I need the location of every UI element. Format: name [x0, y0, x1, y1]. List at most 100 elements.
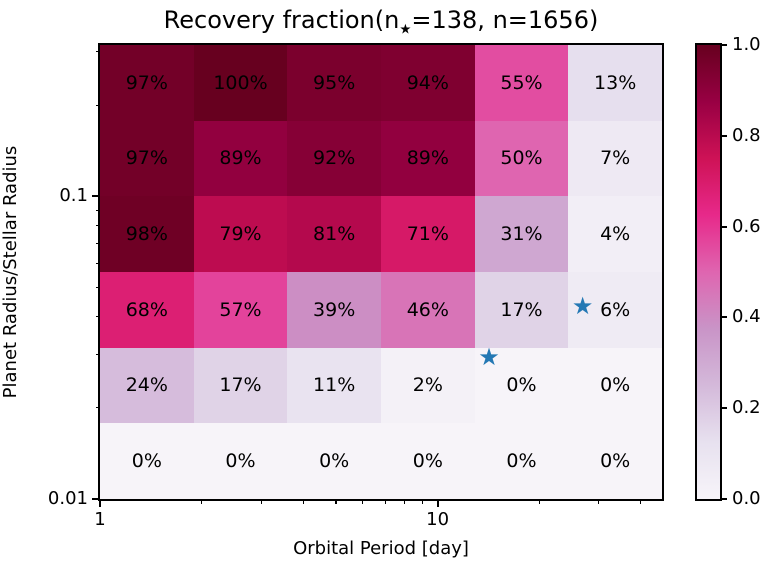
x-minor-tick [421, 499, 423, 504]
cell-value-label: 81% [313, 223, 356, 246]
heatmap-cell: 55% [474, 45, 569, 121]
y-minor-tick [95, 225, 100, 227]
cell-value-label: 0% [412, 450, 443, 473]
y-tick-label: 0.01 [47, 488, 88, 509]
cell-value-label: 0% [506, 374, 537, 397]
heatmap-cell: 98% [100, 196, 194, 272]
heatmap-cell: 39% [287, 272, 381, 348]
colorbar-tick-label: 0.8 [732, 124, 761, 146]
colorbar-tick [720, 134, 727, 137]
cell-value-label: 98% [125, 223, 168, 246]
heatmap-cell: 0% [474, 423, 569, 499]
cell-value-label: 0% [600, 450, 631, 473]
colorbar-tick-label: 0.0 [732, 488, 761, 509]
cell-value-label: 7% [600, 147, 631, 170]
cell-value-label: 97% [125, 71, 168, 94]
cell-value-label: 100% [213, 71, 268, 94]
cell-value-label: 2% [412, 374, 443, 397]
heatmap-cell: 2% [381, 347, 475, 424]
chart-title-prefix: Recovery fraction(n [163, 6, 400, 34]
cell-value-label: 0% [225, 450, 256, 473]
heatmap-cell: 68% [100, 272, 194, 348]
colorbar-tick-label: 1.0 [732, 34, 761, 55]
x-minor-tick [260, 499, 262, 504]
heatmap-cell: 17% [474, 272, 569, 348]
heatmap-cell: 97% [100, 120, 194, 197]
colorbar-tick [720, 407, 727, 410]
heatmap-cell: 89% [193, 120, 288, 197]
colorbar-tick [720, 44, 727, 46]
x-minor-tick [302, 499, 304, 504]
heatmap-cell: 0% [287, 423, 381, 499]
y-minor-tick [95, 286, 100, 288]
cell-value-label: 13% [594, 71, 637, 94]
heatmap-cell: 94% [381, 45, 475, 121]
heatmap-cell: 57% [193, 272, 288, 348]
x-minor-tick [201, 499, 203, 504]
y-axis-label: Planet Radius/Stellar Radius [0, 145, 21, 399]
x-minor-tick [362, 499, 364, 504]
heatmap-cell: 31% [474, 196, 569, 272]
cell-value-label: 0% [319, 450, 350, 473]
cell-value-label: 97% [125, 147, 168, 170]
heatmap-cell: 11% [287, 347, 381, 424]
heatmap-cell: 79% [193, 196, 288, 272]
colorbar-tick-label: 0.4 [732, 306, 761, 328]
cell-value-label: 4% [600, 223, 631, 246]
star-marker-icon: ★ [571, 291, 594, 320]
heatmap-cell: 81% [287, 196, 381, 272]
heatmap-cell: 17% [193, 347, 288, 424]
y-minor-tick [95, 104, 100, 106]
x-major-tick [436, 499, 439, 507]
heatmap-cell: 0% [568, 347, 662, 424]
heatmap-cell: 13% [568, 45, 662, 121]
y-minor-tick [95, 209, 100, 211]
cell-value-label: 0% [131, 450, 162, 473]
cell-value-label: 89% [406, 147, 449, 170]
cell-value-label: 0% [600, 374, 631, 397]
x-minor-tick [404, 499, 406, 504]
x-minor-tick [335, 499, 337, 504]
cell-value-label: 17% [500, 298, 543, 321]
y-tick-label: 0.1 [59, 185, 88, 207]
cell-value-label: 94% [406, 71, 449, 94]
heatmap-cell: 0% [381, 423, 475, 499]
x-minor-tick [598, 499, 600, 504]
heatmap-cell: 0% [193, 423, 288, 499]
star-subscript-glyph: ★ [399, 22, 412, 38]
colorbar-tick [720, 498, 727, 500]
heatmap-cell: 71% [381, 196, 475, 272]
heatmap-cell: 100% [193, 45, 288, 121]
x-axis-label: Orbital Period [day] [293, 538, 469, 559]
heatmap-cell: 97% [100, 45, 194, 121]
cell-value-label: 11% [313, 374, 356, 397]
heatmap-cell: 0% [100, 423, 194, 499]
x-major-tick [99, 499, 101, 507]
colorbar [695, 43, 722, 501]
chart-title-suffix: =138, n=1656) [411, 6, 599, 34]
heatmap-cell: 89% [381, 120, 475, 197]
cell-value-label: 17% [219, 374, 262, 397]
colorbar-tick [720, 316, 727, 319]
cell-value-label: 89% [219, 147, 262, 170]
heatmap-cell: 24% [100, 347, 194, 424]
cell-value-label: 71% [406, 223, 449, 246]
heatmap-cell: 46% [381, 272, 475, 348]
heatmap-cell: 6% [568, 272, 662, 348]
cell-value-label: 79% [219, 223, 262, 246]
y-minor-tick [95, 262, 100, 265]
heatmap-cell: 0% [474, 347, 569, 424]
cell-value-label: 92% [313, 147, 356, 170]
x-minor-tick [640, 499, 642, 504]
cell-value-label: 68% [125, 298, 168, 321]
cell-value-label: 95% [313, 71, 356, 94]
y-minor-tick [95, 354, 100, 356]
y-minor-tick [95, 242, 100, 244]
heatmap-cell: 0% [568, 423, 662, 499]
heatmap-cell: 95% [287, 45, 381, 121]
cell-value-label: 57% [219, 298, 262, 321]
heatmap-cell: 92% [287, 120, 381, 197]
cell-value-label: 0% [506, 450, 537, 473]
colorbar-tick [720, 225, 727, 228]
